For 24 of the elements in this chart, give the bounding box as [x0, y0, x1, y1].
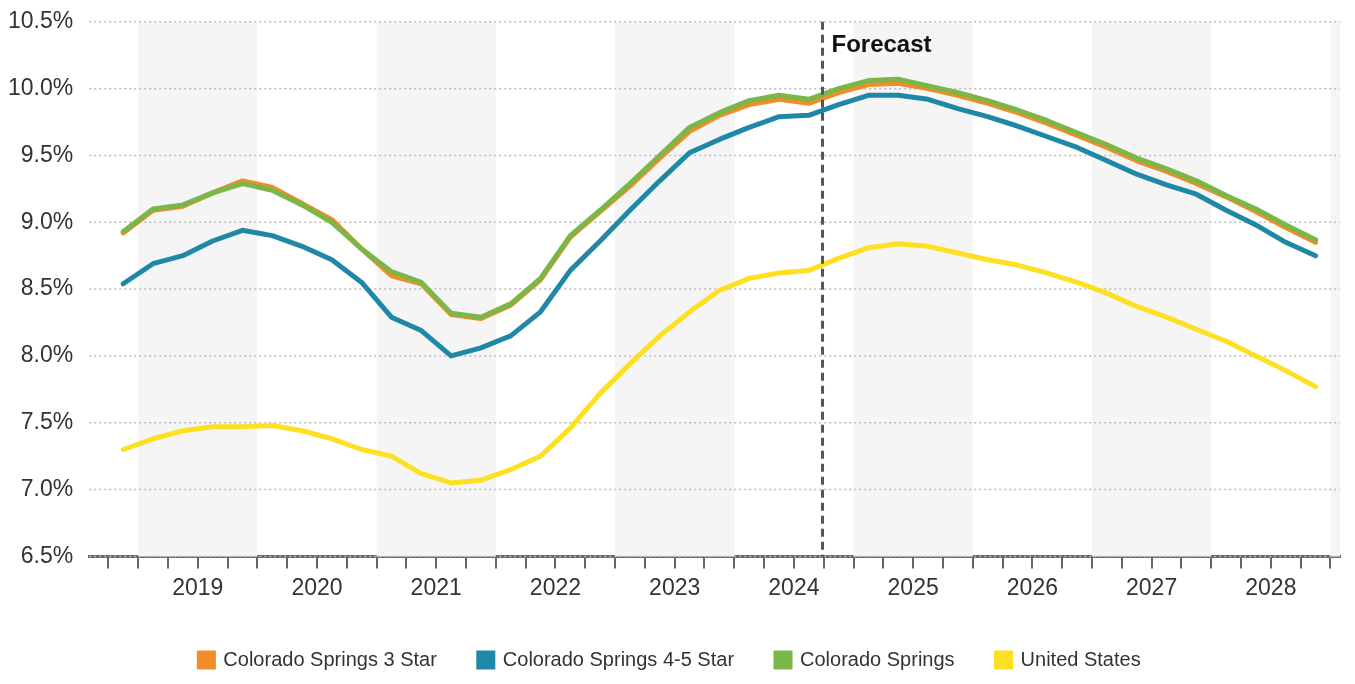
y-tick-label: 7.5% [20, 408, 74, 435]
legend-label: Colorado Springs 3 Star [223, 647, 438, 670]
x-tick-label: 2026 [1006, 573, 1058, 600]
x-tick-label: 2027 [1126, 573, 1178, 600]
y-tick-label: 10.5% [8, 7, 74, 34]
y-tick-label: 9.0% [20, 207, 74, 234]
legend-label: Colorado Springs 4-5 Star [502, 647, 735, 670]
x-tick-label: 2028 [1245, 573, 1297, 600]
x-tick-label: 2022 [529, 573, 582, 600]
y-tick-label: 8.0% [20, 341, 74, 368]
x-tick-label: 2023 [649, 573, 701, 600]
x-tick-label: 2020 [291, 573, 343, 600]
legend-label: United States [1020, 647, 1141, 670]
y-tick-label: 7.0% [20, 474, 74, 501]
ref-line-label: Forecast [831, 30, 932, 58]
x-tick-label: 2019 [172, 573, 224, 600]
y-tick-label: 9.5% [20, 140, 74, 167]
x-tick-label: 2024 [768, 573, 820, 600]
x-tick-label: 2021 [410, 573, 462, 600]
y-tick-label: 8.5% [20, 274, 74, 301]
x-tick-label: 2025 [887, 573, 939, 600]
y-tick-label: 10.0% [8, 73, 74, 100]
y-tick-label: 6.5% [20, 541, 74, 568]
legend-label: Colorado Springs [800, 647, 955, 670]
